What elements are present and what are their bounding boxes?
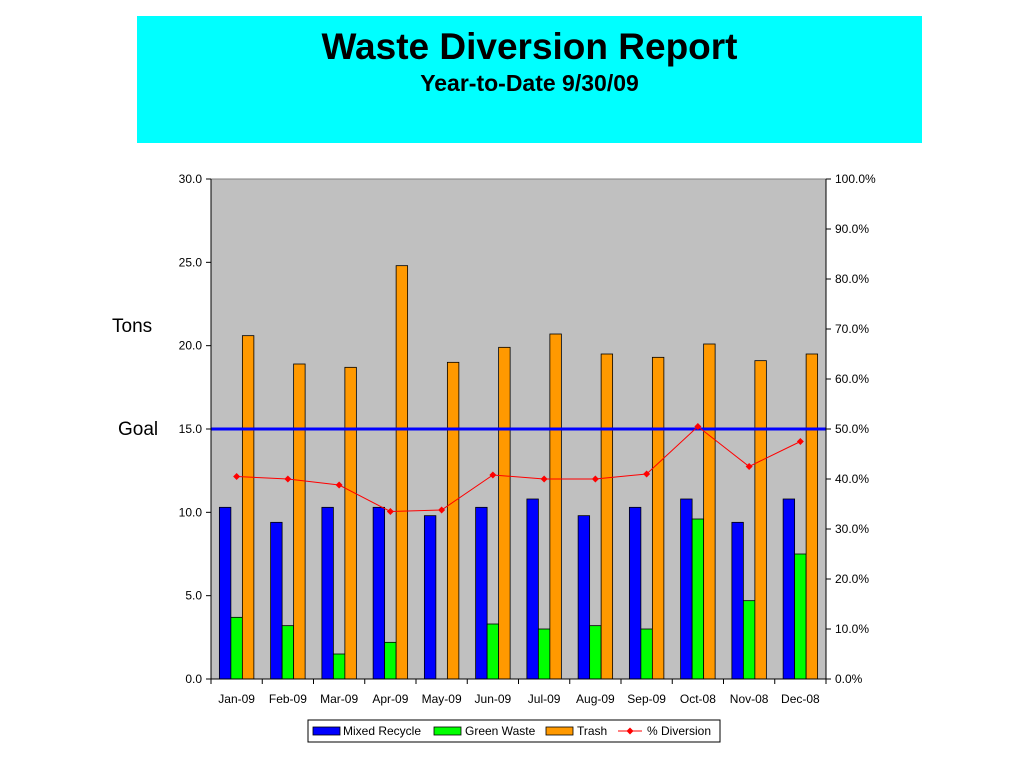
bar-mixed-recycle bbox=[680, 498, 693, 680]
bar-trash bbox=[600, 353, 614, 680]
right-axis-tick-label: 80.0% bbox=[835, 272, 869, 286]
right-axis-tick-label: 60.0% bbox=[835, 372, 869, 386]
bar-mixed-recycle bbox=[628, 506, 642, 680]
right-axis-tick-label: 100.0% bbox=[835, 172, 876, 186]
x-axis-tick-label: Apr-09 bbox=[372, 692, 408, 706]
goal-label: Goal bbox=[118, 419, 159, 440]
bar-green-waste bbox=[281, 625, 295, 680]
right-axis-tick-label: 0.0% bbox=[835, 672, 863, 686]
x-axis-tick-label: Nov-08 bbox=[730, 692, 769, 706]
x-axis-tick-label: Feb-09 bbox=[269, 692, 307, 706]
bar-mixed-recycle bbox=[475, 506, 488, 680]
bar-green-waste bbox=[589, 625, 602, 680]
legend-label: % Diversion bbox=[647, 724, 711, 738]
bar-trash bbox=[446, 361, 460, 680]
bar-green-waste bbox=[384, 641, 397, 680]
bar-trash bbox=[498, 346, 511, 680]
diversion-point bbox=[386, 508, 394, 515]
left-axis-tick-label: 30.0 bbox=[179, 172, 203, 186]
bar-mixed-recycle bbox=[577, 515, 591, 680]
bar-trash bbox=[805, 353, 819, 680]
legend-swatch bbox=[545, 726, 574, 736]
diversion-point bbox=[745, 463, 753, 470]
page-title: Waste Diversion Report bbox=[321, 26, 738, 67]
x-axis-tick-label: Aug-09 bbox=[576, 692, 615, 706]
bar-green-waste bbox=[332, 653, 346, 680]
legend-label: Green Waste bbox=[465, 724, 536, 738]
left-axis-tick-label: 20.0 bbox=[179, 339, 203, 353]
diversion-point bbox=[284, 475, 292, 483]
diversion-point bbox=[335, 481, 343, 489]
legend-label: Trash bbox=[577, 724, 607, 738]
bar-mixed-recycle bbox=[372, 506, 386, 680]
right-axis-tick-label: 70.0% bbox=[835, 322, 869, 336]
bar-trash bbox=[651, 356, 665, 680]
x-axis-tick-label: Jun-09 bbox=[475, 692, 512, 706]
left-axis-tick-label: 15.0 bbox=[179, 422, 203, 436]
bar-trash bbox=[549, 333, 562, 680]
right-axis-tick-label: 40.0% bbox=[835, 472, 869, 486]
diversion-point bbox=[438, 506, 446, 514]
legend bbox=[307, 719, 721, 743]
bar-mixed-recycle bbox=[321, 506, 334, 680]
diversion-point bbox=[489, 471, 497, 479]
bar-green-waste bbox=[537, 628, 551, 680]
legend-label: Mixed Recycle bbox=[343, 724, 421, 738]
bar-mixed-recycle bbox=[218, 506, 232, 680]
right-axis-tick-label: 90.0% bbox=[835, 222, 869, 236]
bar-trash bbox=[395, 265, 409, 680]
left-axis-tick-label: 0.0 bbox=[185, 672, 202, 686]
x-axis-tick-label: Jan-09 bbox=[218, 692, 255, 706]
bar-mixed-recycle bbox=[423, 515, 437, 680]
x-axis-tick-label: Oct-08 bbox=[680, 692, 716, 706]
bar-green-waste bbox=[691, 518, 705, 680]
title-banner: Waste Diversion Report Year-to-Date 9/30… bbox=[137, 16, 922, 143]
diversion-point bbox=[643, 470, 651, 478]
bar-green-waste bbox=[640, 628, 653, 680]
legend-swatch bbox=[433, 726, 462, 736]
x-axis-tick-label: Sep-09 bbox=[627, 692, 666, 706]
right-axis-tick-label: 50.0% bbox=[835, 422, 869, 436]
bar-trash bbox=[241, 335, 255, 680]
page-subtitle: Year-to-Date 9/30/09 bbox=[420, 70, 639, 96]
diversion-line bbox=[236, 425, 801, 513]
bar-green-waste bbox=[794, 553, 807, 680]
x-axis-tick-label: Jul-09 bbox=[528, 692, 561, 706]
legend-marker bbox=[626, 727, 634, 735]
bar-mixed-recycle bbox=[731, 521, 744, 680]
diversion-point bbox=[540, 475, 548, 483]
bar-mixed-recycle bbox=[526, 498, 539, 680]
bar-trash bbox=[344, 366, 357, 680]
diversion-point bbox=[694, 423, 702, 430]
y-axis-label: Tons bbox=[112, 316, 153, 337]
bar-mixed-recycle bbox=[782, 498, 796, 680]
legend-swatch bbox=[312, 726, 341, 736]
bar-green-waste bbox=[230, 616, 243, 680]
diversion-point bbox=[591, 475, 599, 483]
diversion-point bbox=[796, 438, 804, 445]
right-axis-tick-label: 30.0% bbox=[835, 522, 869, 536]
right-axis-tick-label: 20.0% bbox=[835, 572, 869, 586]
x-axis-tick-label: Mar-09 bbox=[320, 692, 358, 706]
right-axis-tick-label: 10.0% bbox=[835, 622, 869, 636]
bar-trash bbox=[293, 363, 306, 680]
bar-trash bbox=[703, 343, 716, 680]
left-axis-tick-label: 5.0 bbox=[185, 589, 202, 603]
diversion-point bbox=[233, 473, 241, 480]
bar-trash bbox=[754, 360, 767, 680]
bar-green-waste bbox=[742, 600, 756, 680]
bar-mixed-recycle bbox=[270, 521, 283, 680]
left-axis-tick-label: 25.0 bbox=[179, 255, 203, 269]
x-axis-tick-label: May-09 bbox=[422, 692, 462, 706]
left-axis-tick-label: 10.0 bbox=[179, 505, 203, 519]
x-axis-tick-label: Dec-08 bbox=[781, 692, 820, 706]
bar-green-waste bbox=[486, 623, 500, 680]
